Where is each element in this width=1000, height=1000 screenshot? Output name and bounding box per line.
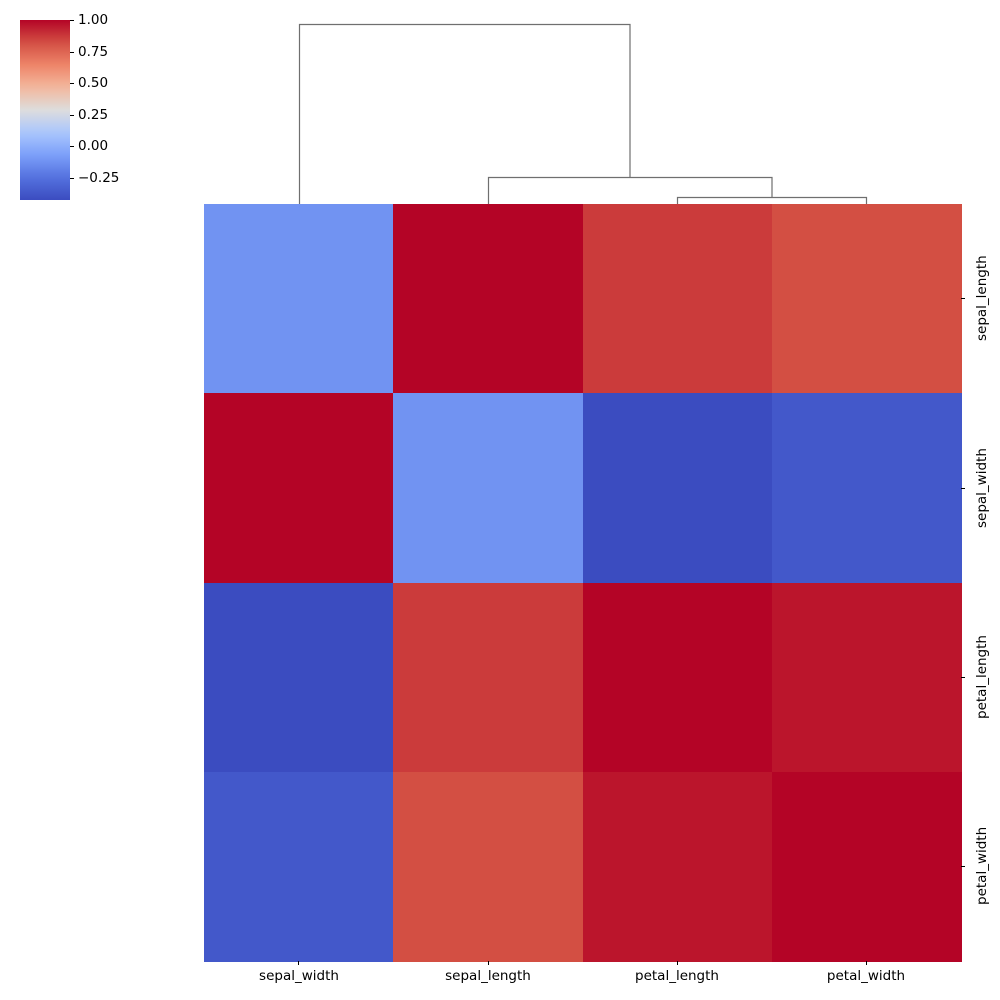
- x-tick-label: sepal_length: [445, 968, 531, 984]
- heatmap-cell: [393, 393, 584, 584]
- colorbar-tick-label: 1.00: [78, 12, 109, 28]
- x-tick: [298, 961, 299, 965]
- colorbar-tick-label: 0.75: [78, 44, 109, 60]
- y-tick-label: sepal_width: [974, 448, 990, 528]
- y-tick-label: petal_width: [974, 826, 990, 905]
- colorbar: [20, 20, 70, 200]
- heatmap-cell: [393, 582, 584, 773]
- column-dendrogram: [298, 23, 868, 204]
- dendrogram-link: [487, 176, 773, 204]
- heatmap-cell: [204, 393, 394, 584]
- heatmap-cell: [771, 582, 962, 773]
- colorbar-tick-label: −0.25: [78, 170, 120, 186]
- colorbar-tick: [70, 115, 74, 116]
- heatmap-cell: [204, 582, 394, 773]
- heatmap-cell: [771, 393, 962, 584]
- heatmap-cell: [204, 204, 394, 394]
- heatmap-cell: [771, 771, 962, 962]
- heatmap-cell: [393, 771, 584, 962]
- x-tick: [866, 961, 867, 965]
- y-tick-label: petal_length: [974, 635, 990, 719]
- colorbar-tick: [70, 52, 74, 53]
- x-tick-label: petal_length: [635, 968, 719, 984]
- colorbar-tick: [70, 146, 74, 147]
- heatmap-cell: [204, 771, 394, 962]
- heatmap-cell: [582, 204, 773, 394]
- colorbar-tick: [70, 20, 74, 21]
- x-tick-label: sepal_width: [259, 968, 339, 984]
- colorbar-tick-label: 0.00: [78, 138, 109, 154]
- y-tick: [961, 677, 965, 678]
- y-tick: [961, 866, 965, 867]
- colorbar-tick: [70, 178, 74, 179]
- heatmap-cell: [771, 204, 962, 394]
- dendrogram-link: [298, 23, 631, 204]
- y-tick: [961, 298, 965, 299]
- colorbar-tick: [70, 83, 74, 84]
- heatmap-cell: [582, 771, 773, 962]
- heatmap-cell: [582, 582, 773, 773]
- heatmap-cell: [393, 204, 584, 394]
- heatmap-cell: [582, 393, 773, 584]
- colorbar-tick-label: 0.50: [78, 75, 109, 91]
- x-tick-label: petal_width: [826, 968, 906, 984]
- x-tick: [488, 961, 489, 965]
- y-tick-label: sepal_length: [974, 255, 990, 341]
- heatmap-grid: [204, 204, 962, 962]
- x-tick: [677, 961, 678, 965]
- y-tick: [961, 488, 965, 489]
- colorbar-tick-label: 0.25: [78, 107, 109, 123]
